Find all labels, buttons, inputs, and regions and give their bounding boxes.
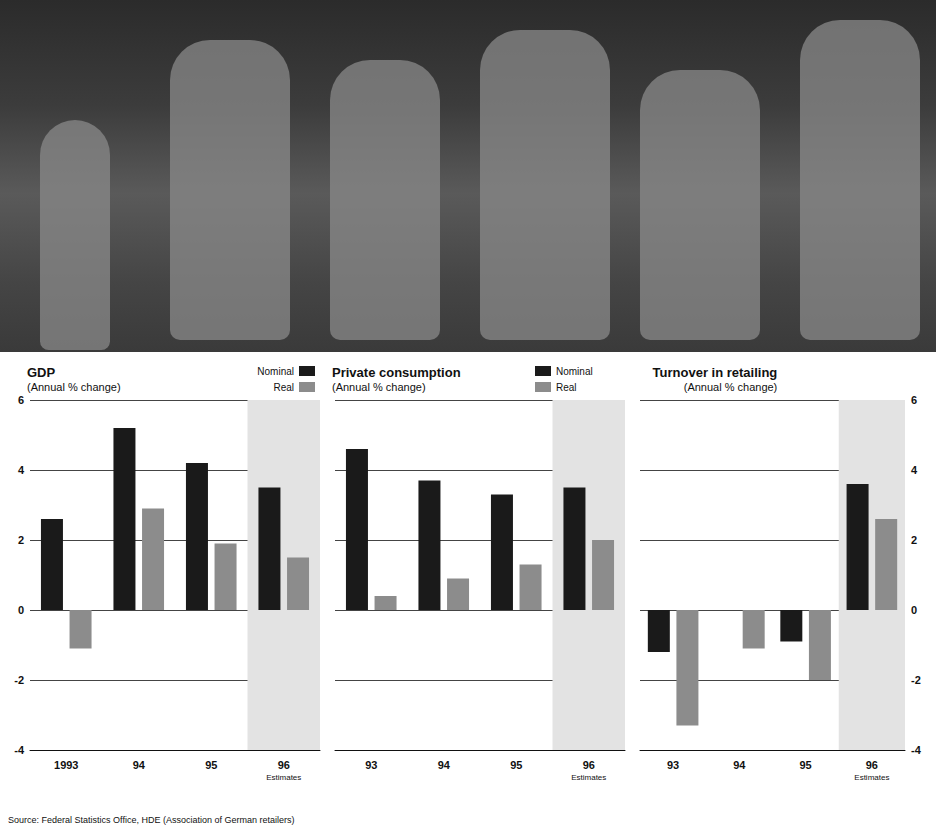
svg-text:94: 94 [438,759,451,771]
svg-text:95: 95 [510,759,522,771]
svg-text:-2: -2 [911,674,921,686]
svg-text:Real: Real [556,382,577,393]
svg-text:-2: -2 [14,674,24,686]
svg-text:95: 95 [205,759,217,771]
svg-text:2: 2 [911,534,917,546]
svg-text:(Annual % change): (Annual % change) [27,381,121,393]
svg-text:0: 0 [18,604,24,616]
svg-text:95: 95 [800,759,812,771]
svg-text:94: 94 [133,759,146,771]
svg-text:6: 6 [911,394,917,406]
svg-text:2: 2 [18,534,24,546]
svg-text:GDP: GDP [27,365,56,380]
svg-text:94: 94 [733,759,746,771]
svg-text:93: 93 [667,759,679,771]
svg-text:4: 4 [911,464,918,476]
svg-text:Estimates: Estimates [571,773,606,782]
svg-text:0: 0 [911,604,917,616]
svg-text:Nominal: Nominal [257,366,294,377]
svg-text:1993: 1993 [54,759,78,771]
svg-text:Nominal: Nominal [556,366,593,377]
html-text:Source: Federal Statistics Off: Source: Federal Statistics Office, HDE (… [8,815,295,825]
svg-text:Estimates: Estimates [854,773,889,782]
svg-text:Estimates: Estimates [266,773,301,782]
svg-text:4: 4 [18,464,25,476]
svg-text:-4: -4 [911,744,922,756]
svg-text:96: 96 [866,759,878,771]
svg-text:93: 93 [365,759,377,771]
svg-text:Private consumption: Private consumption [332,365,461,380]
svg-text:Turnover in retailing: Turnover in retailing [653,365,778,380]
svg-text:(Annual % change): (Annual % change) [332,381,426,393]
svg-text:96: 96 [583,759,595,771]
svg-text:6: 6 [18,394,24,406]
svg-text:-4: -4 [14,744,25,756]
svg-text:Real: Real [273,382,294,393]
svg-text:(Annual % change): (Annual % change) [684,381,778,393]
svg-text:96: 96 [278,759,290,771]
